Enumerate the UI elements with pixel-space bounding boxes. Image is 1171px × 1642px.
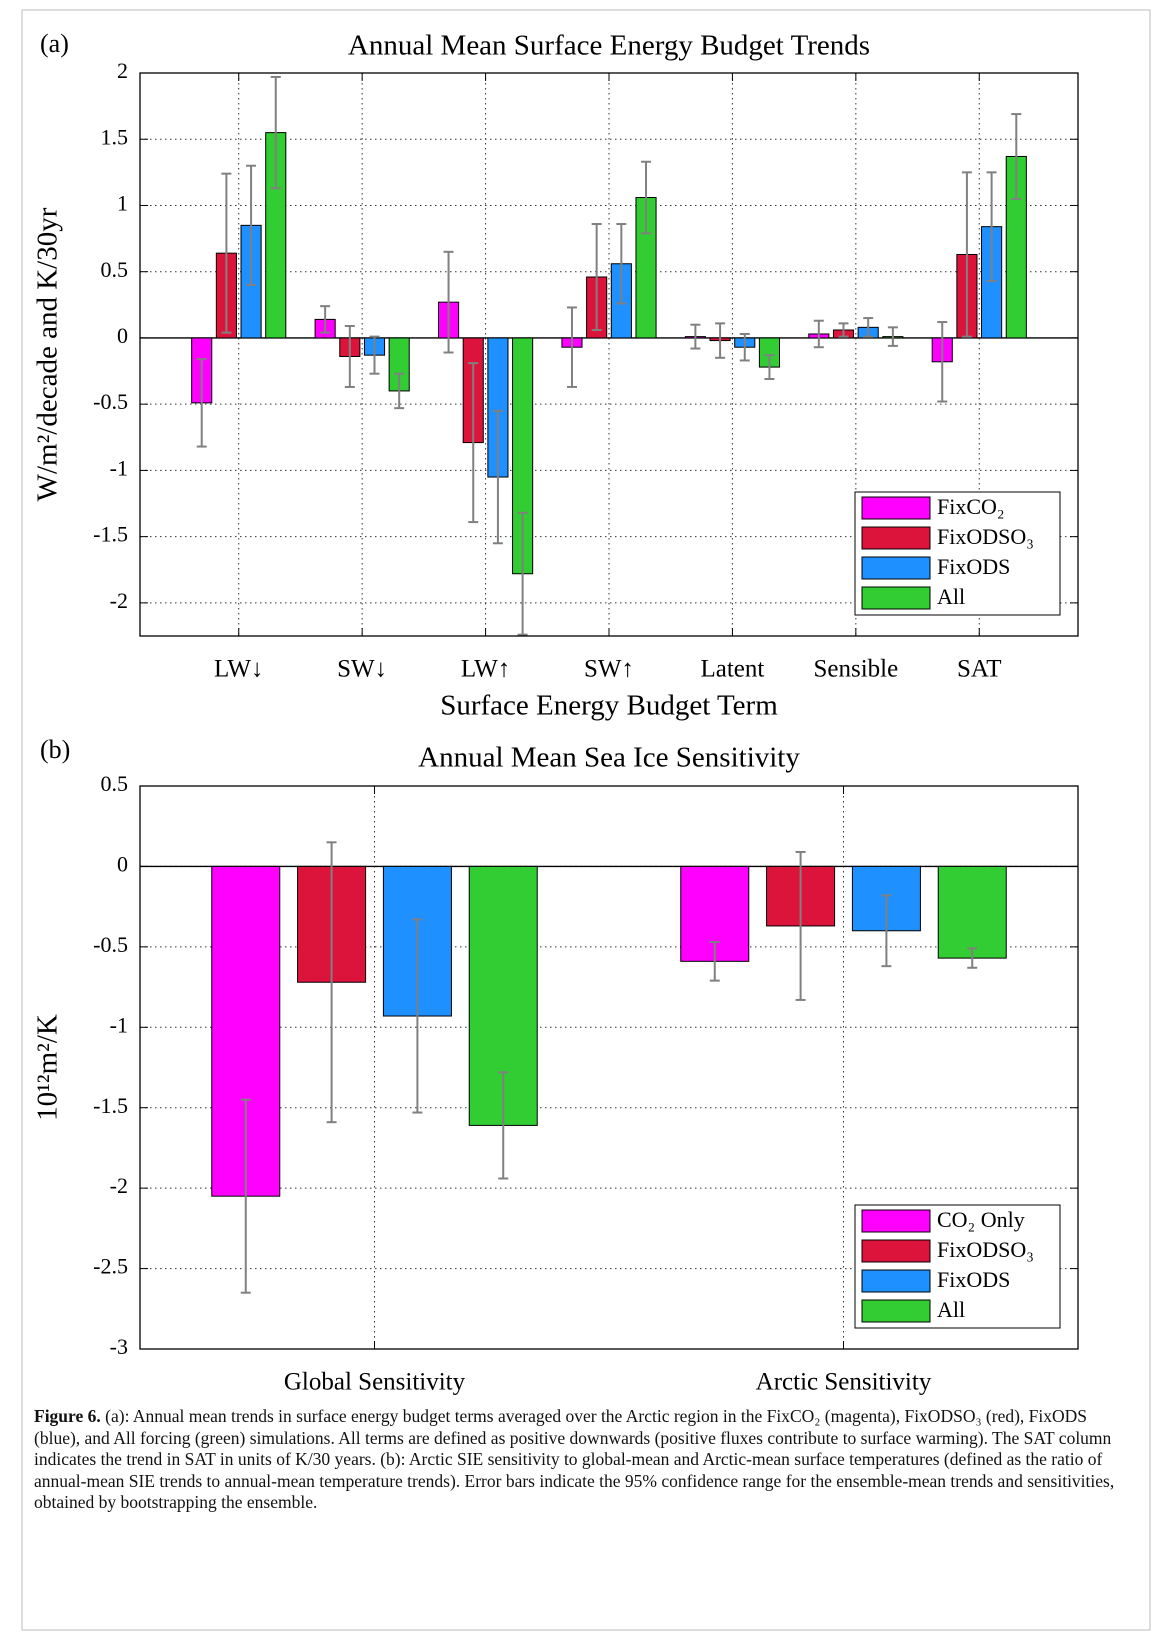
y-axis-label: 10¹²m²/K [32, 1014, 64, 1121]
y-tick-label: -1.5 [93, 522, 128, 547]
y-tick-label: -2 [110, 1173, 128, 1198]
legend-swatch [861, 496, 931, 520]
bar [937, 865, 1007, 959]
y-tick-label: 0.5 [101, 257, 129, 282]
y-tick-label: 1.5 [101, 124, 129, 149]
y-tick-label: 0.5 [101, 771, 129, 796]
legend-label: FixODS [937, 1267, 1010, 1292]
y-tick-label: 0 [117, 323, 128, 348]
legend-label: FixODSO₃ [937, 524, 1034, 549]
y-tick-label: -0.5 [93, 389, 128, 414]
x-tick-label: SW↑ [584, 656, 634, 683]
panel-label: (a) [40, 29, 69, 58]
legend-swatch [861, 586, 931, 610]
y-tick-label: -1 [110, 455, 128, 480]
y-tick-label: -3 [110, 1334, 128, 1359]
legend-swatch [861, 1269, 931, 1293]
legend-label: FixCO₂ [937, 494, 1005, 519]
legend-label: FixODSO₃ [937, 1237, 1034, 1262]
caption-label: Figure 6. [34, 1406, 101, 1426]
chart-title: Annual Mean Sea Ice Sensitivity [418, 742, 800, 774]
x-tick-label: SW↓ [337, 656, 387, 683]
bar [468, 865, 538, 1126]
x-tick-label: LW↓ [214, 656, 264, 683]
x-tick-label: Latent [700, 656, 764, 683]
legend-label: FixODS [937, 554, 1010, 579]
y-tick-label: -2.5 [93, 1254, 128, 1279]
panel-label: (b) [40, 735, 70, 764]
x-tick-label: Global Sensitivity [284, 1369, 466, 1396]
legend-swatch [861, 1239, 931, 1263]
y-tick-label: -2 [110, 588, 128, 613]
caption-text: (a): Annual mean trends in surface energ… [34, 1406, 1115, 1512]
chart-title: Annual Mean Surface Energy Budget Trends [348, 30, 870, 62]
legend-swatch [861, 556, 931, 580]
x-tick-label: LW↑ [461, 656, 511, 683]
y-tick-label: 1 [117, 191, 128, 216]
y-tick-label: -1.5 [93, 1093, 128, 1118]
legend-label: CO₂ Only [937, 1207, 1025, 1232]
axes-box [139, 72, 1079, 637]
x-tick-label: Arctic Sensitivity [756, 1369, 932, 1396]
axes-box [139, 785, 1079, 1350]
x-axis-label: Surface Energy Budget Term [440, 690, 778, 722]
x-tick-label: Sensible [813, 656, 898, 683]
x-tick-label: SAT [957, 656, 1001, 683]
legend-swatch [861, 526, 931, 550]
y-tick-label: -0.5 [93, 932, 128, 957]
y-tick-label: 2 [117, 58, 128, 83]
legend-swatch [861, 1209, 931, 1233]
legend-label: All [937, 584, 965, 609]
frame [21, 9, 1151, 1631]
y-tick-label: 0 [117, 851, 128, 876]
caption: Figure 6. (a): Annual mean trends in sur… [34, 1406, 1134, 1514]
legend-label: All [937, 1297, 965, 1322]
legend-swatch [861, 1299, 931, 1323]
y-axis-label: W/m²/decade and K/30yr [32, 207, 64, 501]
y-tick-label: -1 [110, 1012, 128, 1037]
